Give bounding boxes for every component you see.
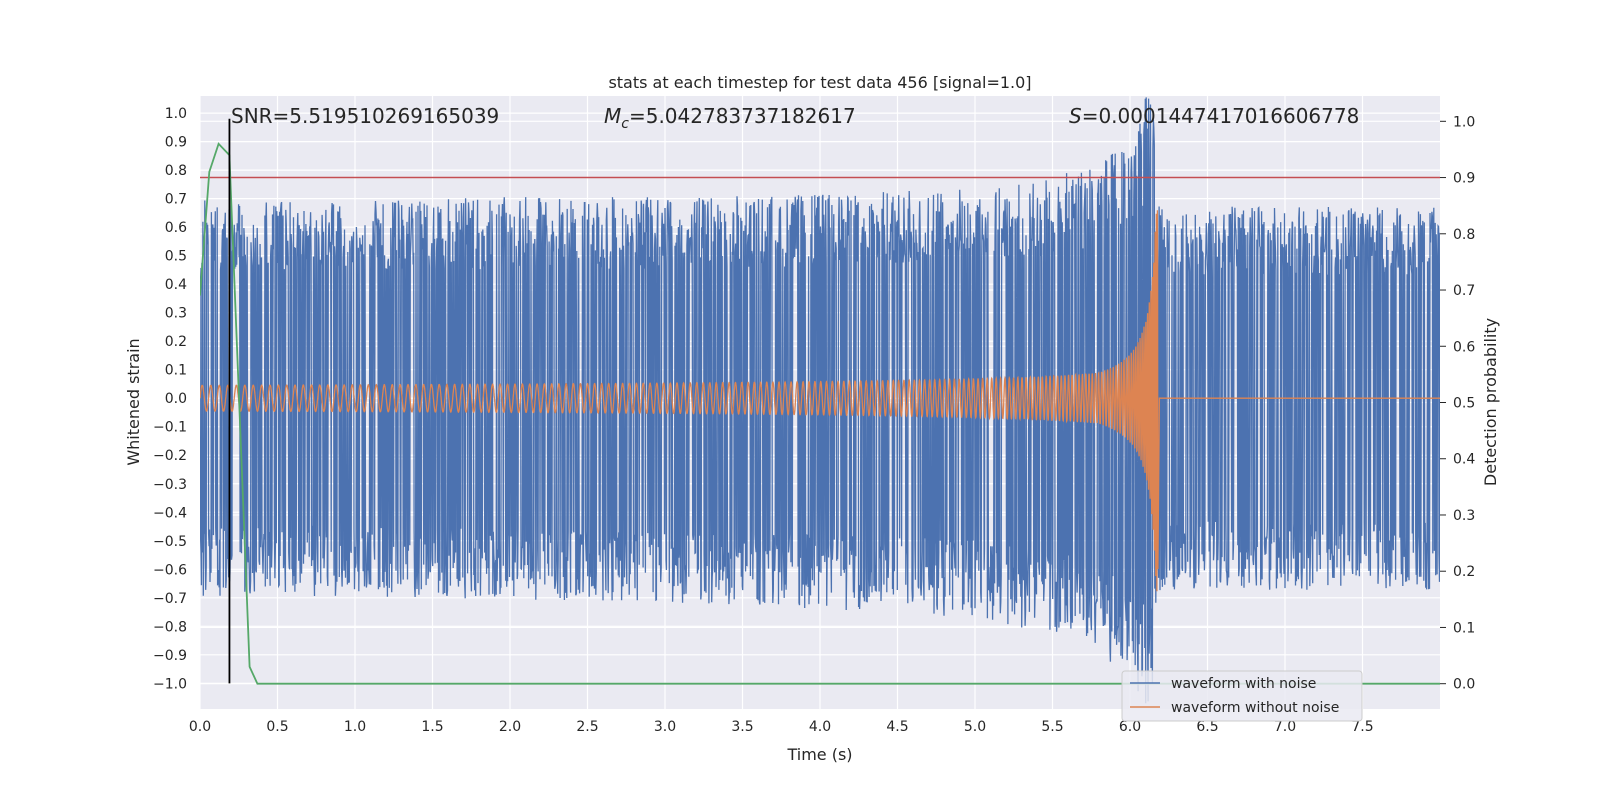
- y2-tick-label: 1.0: [1453, 114, 1475, 130]
- s-value: =0.0001447417016606778: [1082, 104, 1360, 128]
- y-tick-label: 0.0: [165, 391, 187, 407]
- chart-title: stats at each timestep for test data 456…: [608, 73, 1031, 92]
- x-tick-label: 5.0: [964, 719, 986, 735]
- x-tick-label: 0.0: [189, 719, 211, 735]
- x-tick-label: 5.5: [1041, 719, 1063, 735]
- y-tick-label: 0.8: [165, 163, 187, 179]
- waveform-without-noise-line: [200, 210, 1440, 592]
- x-tick-label: 2.0: [499, 719, 521, 735]
- s-annotation: S=0.0001447417016606778: [1069, 104, 1359, 128]
- legend-label-noise: waveform with noise: [1171, 676, 1316, 692]
- y2-tick-label: 0.3: [1453, 508, 1475, 524]
- s-symbol: S: [1069, 104, 1082, 128]
- axes: 0.0 0.5 1.0 1.5 2.0 2.5 3.0 3.5 4.0 4.5 5.0 5.5 6.0 6…: [153, 106, 1475, 735]
- y2-tick-label: 0.4: [1453, 452, 1475, 468]
- chirp-mass-annotation: Mc=5.042783737182617: [604, 104, 856, 132]
- y-tick-label: −0.5: [153, 534, 187, 550]
- y2-tick-label: 0.6: [1453, 339, 1475, 355]
- y2-tick-label: 0.1: [1453, 620, 1475, 636]
- plot-area: [200, 97, 1440, 704]
- y-tick-label: −0.9: [153, 648, 187, 664]
- x-tick-label: 3.0: [654, 719, 676, 735]
- waveform-with-noise-line: [200, 97, 1440, 704]
- x-tick-label: 7.5: [1351, 719, 1373, 735]
- y2-tick-label: 0.8: [1453, 227, 1475, 243]
- detection-probability-line: [200, 142, 1440, 685]
- legend-box: [1121, 670, 1363, 722]
- y2-tick-label: 0.9: [1453, 171, 1475, 187]
- x-tick-label: 1.5: [421, 719, 443, 735]
- y-tick-label: 0.9: [165, 135, 187, 151]
- chirp-mass-symbol: M: [604, 104, 621, 128]
- y2-tick-label: 0.0: [1453, 677, 1475, 693]
- y-tick-label: 0.2: [165, 334, 187, 350]
- y-tick-label: −0.2: [153, 448, 187, 464]
- y-tick-label: 0.3: [165, 306, 187, 322]
- y-tick-label: 0.1: [165, 363, 187, 379]
- chirp-mass-subscript: c: [621, 116, 629, 132]
- y-tick-label: 0.5: [165, 249, 187, 265]
- y2-tick-label: 0.5: [1453, 396, 1475, 412]
- x-tick-label: 4.5: [886, 719, 908, 735]
- x-tick-label: 2.5: [576, 719, 598, 735]
- y-axis-label: Whitened strain: [124, 338, 143, 465]
- y-tick-label: −0.6: [153, 562, 187, 578]
- y-tick-label: 0.4: [165, 277, 187, 293]
- x-tick-label: 7.0: [1274, 719, 1296, 735]
- y-tick-label: −0.1: [153, 420, 187, 436]
- x-tick-label: 3.5: [731, 719, 753, 735]
- x-tick-label: 6.0: [1119, 719, 1141, 735]
- y2-axis-label: Detection probability: [1481, 318, 1500, 486]
- y-tick-label: −0.3: [153, 477, 187, 493]
- y-tick-label: −0.4: [153, 505, 187, 521]
- x-axis-label: Time (s): [786, 745, 852, 764]
- y-tick-label: −0.8: [153, 619, 187, 635]
- x-tick-label: 6.5: [1196, 719, 1218, 735]
- y2-tick-label: 0.2: [1453, 564, 1475, 580]
- x-tick-label: 0.5: [266, 719, 288, 735]
- legend: waveform with noise waveform without noi…: [1121, 670, 1363, 722]
- x-tick-label: 1.0: [344, 719, 366, 735]
- legend-label-clean: waveform without noise: [1171, 700, 1339, 716]
- y-tick-label: 0.6: [165, 220, 187, 236]
- y-tick-label: 0.7: [165, 192, 187, 208]
- chirp-mass-value: =5.042783737182617: [629, 104, 856, 128]
- x-tick-label: 4.0: [809, 719, 831, 735]
- y2-tick-label: 0.7: [1453, 283, 1475, 299]
- y-tick-label: −0.7: [153, 591, 187, 607]
- y-tick-label: −1.0: [153, 676, 187, 692]
- y-tick-label: 1.0: [165, 106, 187, 122]
- snr-annotation: SNR=5.519510269165039: [231, 104, 499, 128]
